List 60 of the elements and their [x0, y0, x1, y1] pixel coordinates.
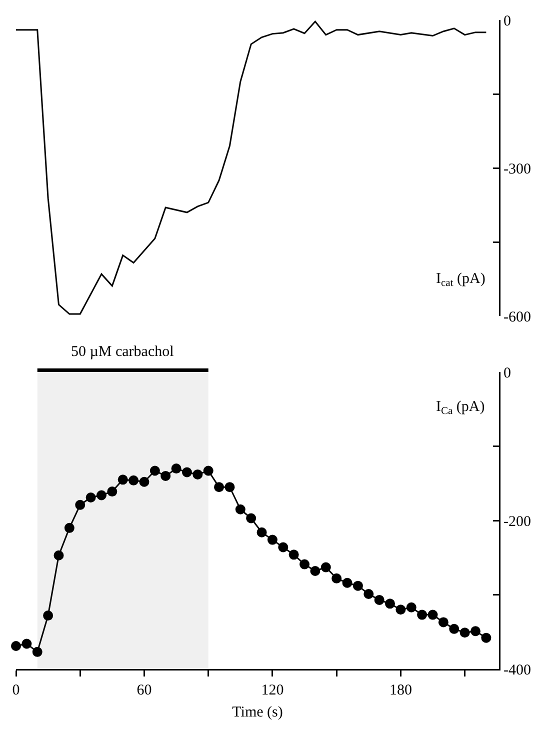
point [320, 562, 331, 572]
x-tick-label: 120 [261, 682, 284, 698]
point [150, 466, 160, 476]
point [75, 500, 86, 510]
y-tick-label: -300 [504, 161, 531, 178]
line-series [16, 20, 487, 315]
x-tick-label: 60 [136, 682, 152, 698]
point [256, 527, 267, 538]
y-tick-label: 0 [504, 365, 511, 382]
point [481, 632, 492, 643]
point [438, 617, 448, 628]
point [139, 476, 150, 487]
point [64, 522, 74, 533]
point [235, 504, 246, 514]
point [396, 604, 406, 615]
point [214, 482, 224, 492]
point [300, 559, 310, 570]
point [374, 594, 384, 605]
x-tick-label: 0 [12, 682, 20, 698]
point [417, 610, 428, 620]
y-tick-label: -600 [504, 309, 531, 326]
point [267, 534, 278, 545]
x-tick-label: 180 [389, 682, 412, 698]
point [406, 602, 416, 612]
point [288, 550, 299, 560]
point [192, 469, 203, 480]
point [86, 492, 96, 502]
band-label: 50 µM carbachol [71, 344, 174, 360]
point [460, 628, 470, 638]
point [332, 573, 342, 584]
x-axis-title: Time (s) [232, 704, 283, 720]
point [107, 486, 118, 497]
point [470, 626, 480, 636]
point [203, 466, 214, 476]
point [342, 578, 352, 588]
point [43, 610, 54, 621]
point [182, 467, 192, 478]
point [352, 580, 363, 591]
y-axis-title: I$_{cat}$ (pA) [436, 271, 486, 290]
point [224, 482, 235, 492]
y-tick-label: -400 [504, 662, 531, 678]
point [22, 638, 32, 649]
point [246, 513, 256, 524]
point [364, 589, 374, 600]
point [171, 464, 182, 474]
point [11, 640, 21, 651]
point [128, 475, 139, 486]
y-axis-title: I$_{Ca}$ (pA) [436, 399, 485, 418]
point [278, 542, 288, 552]
y-tick-label: -200 [504, 514, 531, 530]
point [449, 624, 460, 634]
point [310, 566, 320, 576]
point [385, 598, 395, 609]
point [54, 550, 64, 560]
point [428, 610, 438, 620]
point [160, 470, 171, 481]
point [96, 490, 106, 500]
point [32, 646, 42, 657]
point [118, 474, 128, 485]
y-tick-label: 0 [504, 13, 511, 30]
